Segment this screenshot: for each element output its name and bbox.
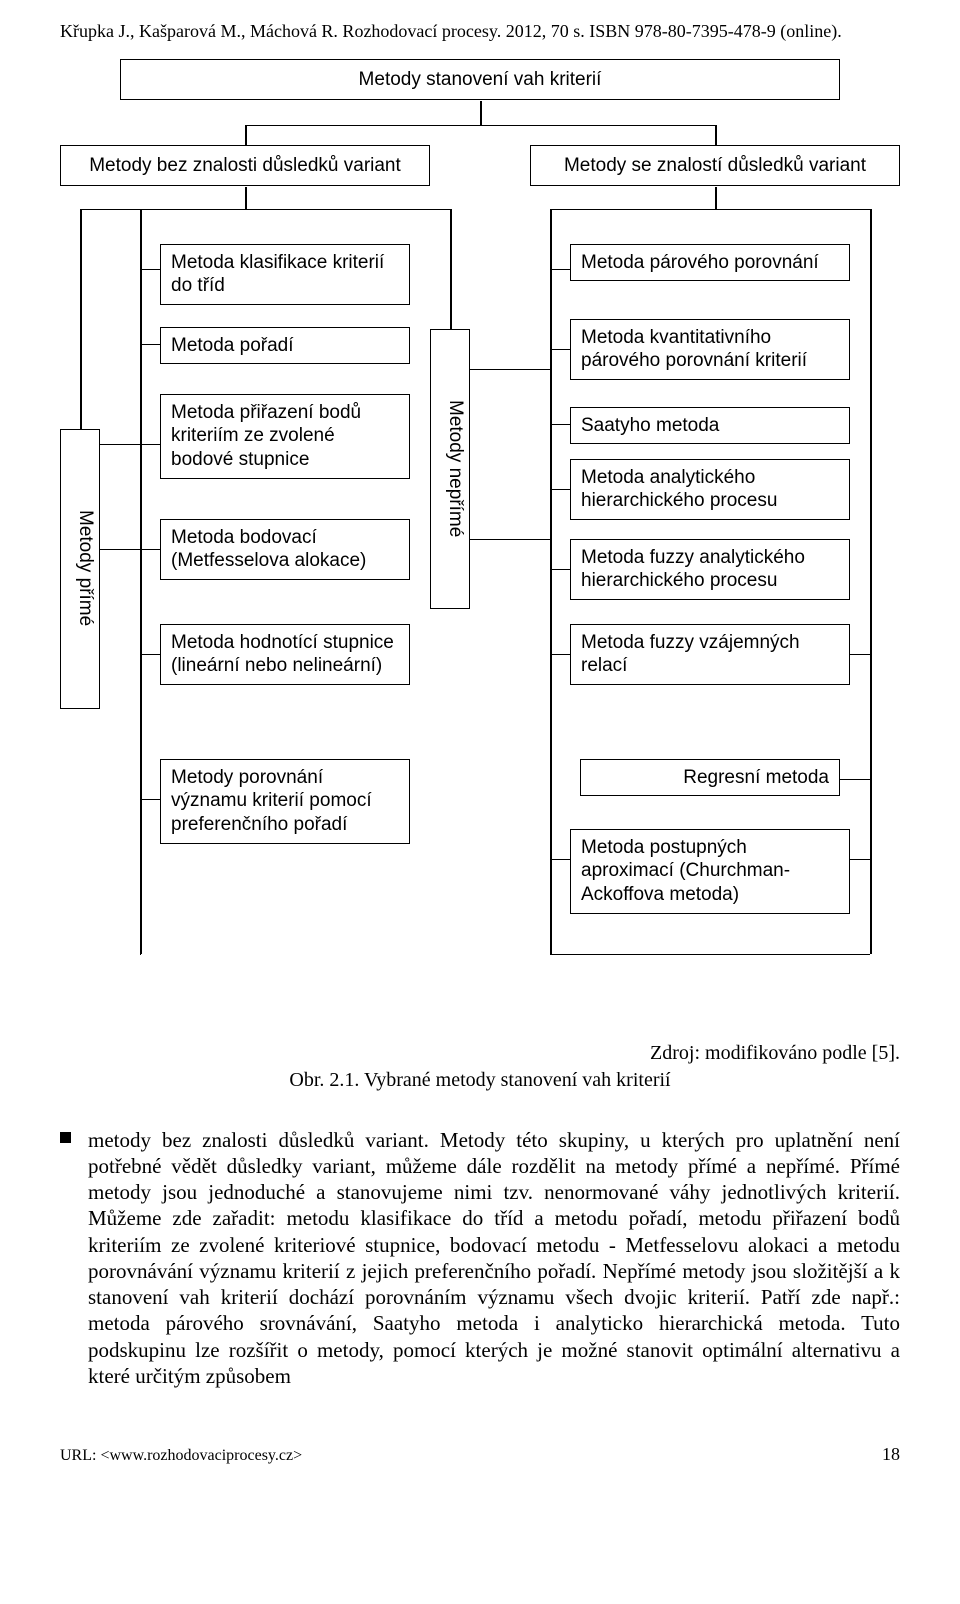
connector	[140, 954, 141, 956]
connector	[245, 187, 247, 209]
rightbox-5: Metoda fuzzy analytického hierarchického…	[570, 539, 850, 601]
connector	[140, 654, 160, 656]
leftbox-2: Metoda pořadí	[160, 327, 410, 365]
connector	[550, 209, 870, 211]
rightbox-4: Metoda analytického hierarchického proce…	[570, 459, 850, 521]
connector	[850, 859, 870, 861]
connector	[100, 549, 160, 551]
connector	[550, 209, 552, 954]
connector	[870, 209, 872, 954]
body-text-content: metody bez znalosti důsledků variant. Me…	[88, 1128, 900, 1388]
connector	[245, 125, 715, 127]
connector	[100, 444, 160, 446]
connector	[140, 269, 160, 271]
connector	[850, 654, 870, 656]
connector	[715, 187, 717, 209]
rightbox-1: Metoda párového porovnání	[570, 244, 850, 282]
diag-l2-left: Metody bez znalosti důsledků variant	[60, 145, 430, 187]
figure-source-caption: Zdroj: modifikováno podle [5]. Obr. 2.1.…	[60, 1041, 900, 1093]
connector	[80, 209, 450, 211]
connector	[140, 799, 160, 801]
connector	[715, 125, 717, 145]
connector	[550, 954, 870, 956]
connector	[550, 859, 570, 861]
rightbox-2: Metoda kvantitativního párového porovnán…	[570, 319, 850, 381]
diag-root: Metody stanovení vah kriterií	[120, 59, 840, 101]
leftbox-5: Metoda hodnotící stupnice (lineární nebo…	[160, 624, 410, 686]
connector	[840, 779, 870, 781]
header-citation: Křupka J., Kašparová M., Máchová R. Rozh…	[60, 20, 900, 43]
connector	[480, 101, 482, 125]
connector	[550, 569, 570, 571]
connector	[140, 344, 160, 346]
leftbox-4: Metoda bodovací (Metfesselova alokace)	[160, 519, 410, 581]
connector	[140, 209, 142, 954]
connector	[550, 424, 570, 426]
methods-diagram: Metody stanovení vah kriterií Metody bez…	[60, 59, 900, 1029]
vlabel-neprime: Metody nepřímé	[430, 329, 470, 609]
connector	[470, 369, 550, 371]
footer-url: URL: <www.rozhodovaciprocesy.cz>	[60, 1446, 302, 1466]
connector	[470, 539, 550, 541]
page-footer: URL: <www.rozhodovaciprocesy.cz> 18	[60, 1443, 900, 1466]
document-page: Křupka J., Kašparová M., Máchová R. Rozh…	[0, 0, 960, 1506]
leftbox-3: Metoda přiřazení bodů kriteriím ze zvole…	[160, 394, 410, 479]
body-paragraph: metody bez znalosti důsledků variant. Me…	[60, 1127, 900, 1390]
rightbox-6: Metoda fuzzy vzájemných relací	[570, 624, 850, 686]
connector	[550, 269, 570, 271]
rightbox-8: Metoda postupných aproximací (Churchman-…	[570, 829, 850, 914]
connector	[245, 125, 247, 145]
connector	[80, 209, 82, 429]
leftbox-1: Metoda klasifikace kriterií do tříd	[160, 244, 410, 306]
connector	[450, 209, 452, 329]
rightbox-3: Saatyho metoda	[570, 407, 850, 445]
bullet-square-icon	[60, 1132, 71, 1143]
leftbox-6: Metody porovnání významu kriterií pomocí…	[160, 759, 410, 844]
rightbox-7: Regresní metoda	[580, 759, 840, 797]
page-number: 18	[882, 1443, 900, 1466]
connector	[550, 349, 570, 351]
figure-caption: Obr. 2.1. Vybrané metody stanovení vah k…	[60, 1068, 900, 1093]
figure-source: Zdroj: modifikováno podle [5].	[60, 1041, 900, 1066]
diag-l2-right: Metody se znalostí důsledků variant	[530, 145, 900, 187]
connector	[550, 489, 570, 491]
vlabel-prime: Metody přímé	[60, 429, 100, 709]
connector	[550, 654, 570, 656]
